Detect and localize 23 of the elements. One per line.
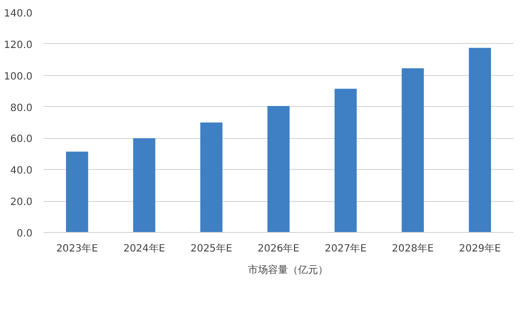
x-tick-label: 2027年E — [324, 242, 367, 254]
y-tick-label: 0.0 — [16, 228, 33, 240]
bar — [133, 138, 156, 232]
y-tick-label: 80.0 — [10, 102, 32, 114]
x-tick-label: 2028年E — [392, 242, 434, 254]
text: 市场容量（亿元） — [248, 264, 328, 277]
y-tick-label: 120.0 — [4, 40, 33, 51]
x-tick-label: 2023年E — [56, 242, 98, 254]
bar — [267, 106, 290, 232]
x-tick-label: 2024年E — [123, 242, 166, 254]
bar — [334, 88, 357, 232]
x-tick-label: 2029年E — [459, 242, 501, 254]
x-tick-label: 2026年E — [258, 242, 300, 254]
bar — [66, 152, 88, 232]
bar — [468, 48, 492, 232]
x-tick-label: 2025年E — [190, 242, 232, 254]
y-tick-label: 100.0 — [4, 71, 33, 82]
bar — [402, 68, 424, 232]
y-tick-label: 20.0 — [10, 197, 32, 208]
bar — [200, 122, 222, 232]
y-tick-label: 140.0 — [4, 8, 33, 20]
y-tick-label: 40.0 — [10, 166, 32, 177]
y-tick-label: 60.0 — [10, 134, 32, 146]
